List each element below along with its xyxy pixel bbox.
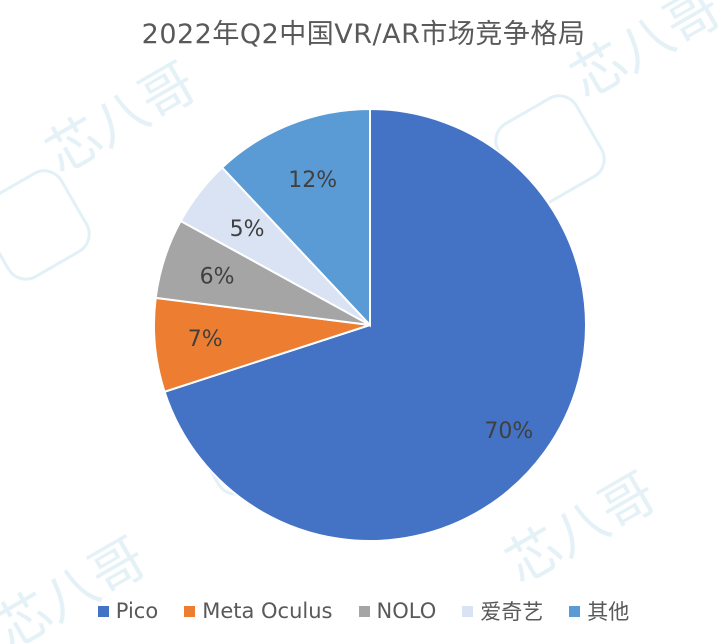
chart-legend: Pico Meta Oculus NOLO 爱奇艺 其他 <box>0 596 727 626</box>
legend-swatch <box>184 605 196 617</box>
legend-swatch <box>97 605 109 617</box>
legend-label: Pico <box>115 599 159 623</box>
data-label: 12% <box>288 168 337 193</box>
legend-item: 其他 <box>569 596 629 626</box>
legend-item: Pico <box>97 599 159 623</box>
data-label: 6% <box>200 264 235 289</box>
legend-label: Meta Oculus <box>202 599 333 623</box>
legend-label: 爱奇艺 <box>480 600 544 624</box>
pie-slices <box>153 107 587 542</box>
pie-slice-5 <box>220 107 371 328</box>
legend-item: NOLO <box>358 599 437 623</box>
legend-item: 爱奇艺 <box>462 596 543 626</box>
chart-title: 2022年Q2中国VR/AR市场竞争格局 <box>141 19 586 50</box>
legend-label: NOLO <box>376 599 437 623</box>
pie-slice-1 <box>163 107 587 542</box>
pie-chart: 70% 7% 6% 5% 12% <box>153 107 587 542</box>
data-label: 70% <box>484 419 533 444</box>
legend-swatch <box>569 605 581 617</box>
data-label: 7% <box>188 327 223 352</box>
legend-label: 其他 <box>587 600 630 624</box>
pie-data-labels: 70% 7% 6% 5% 12% <box>188 168 534 444</box>
legend-swatch <box>358 605 370 617</box>
data-label: 5% <box>230 217 265 242</box>
legend-swatch <box>462 605 474 617</box>
legend-item: Meta Oculus <box>184 599 333 623</box>
